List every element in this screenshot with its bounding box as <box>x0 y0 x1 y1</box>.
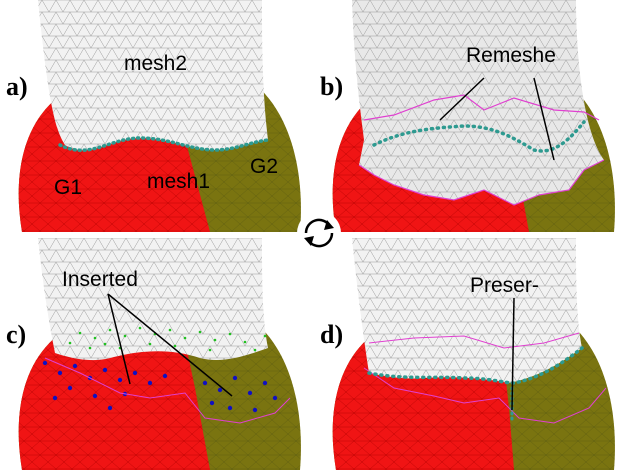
inserted-blue-points <box>42 360 278 413</box>
mesh2-label: mesh2 <box>124 52 188 75</box>
panel-a: a) mesh2 mesh1 G1 G2 <box>0 0 302 232</box>
g1-label: G1 <box>54 176 83 199</box>
panel-b: b) Remeshe <box>314 0 616 232</box>
rotate-cycle-icon <box>294 208 344 258</box>
panel-b-figure <box>332 0 615 232</box>
g2-label: G2 <box>250 155 279 178</box>
panel-a-label: a) <box>6 72 28 101</box>
panel-a-figure <box>18 0 301 232</box>
panel-c-label: c) <box>6 320 27 349</box>
panel-d-label: d) <box>320 320 344 349</box>
panel-d: d) Preser- <box>314 238 616 470</box>
inserted-label: Inserted <box>62 268 138 291</box>
panel-b-label: b) <box>320 72 344 101</box>
mesh1-label: mesh1 <box>147 170 211 193</box>
preserved-label: Preser- <box>470 274 539 297</box>
remeshed-label: Remeshe <box>466 44 556 67</box>
panel-c: c) Inserted <box>0 238 302 470</box>
panel-c-figure <box>18 238 301 470</box>
panel-d-figure <box>332 238 615 470</box>
